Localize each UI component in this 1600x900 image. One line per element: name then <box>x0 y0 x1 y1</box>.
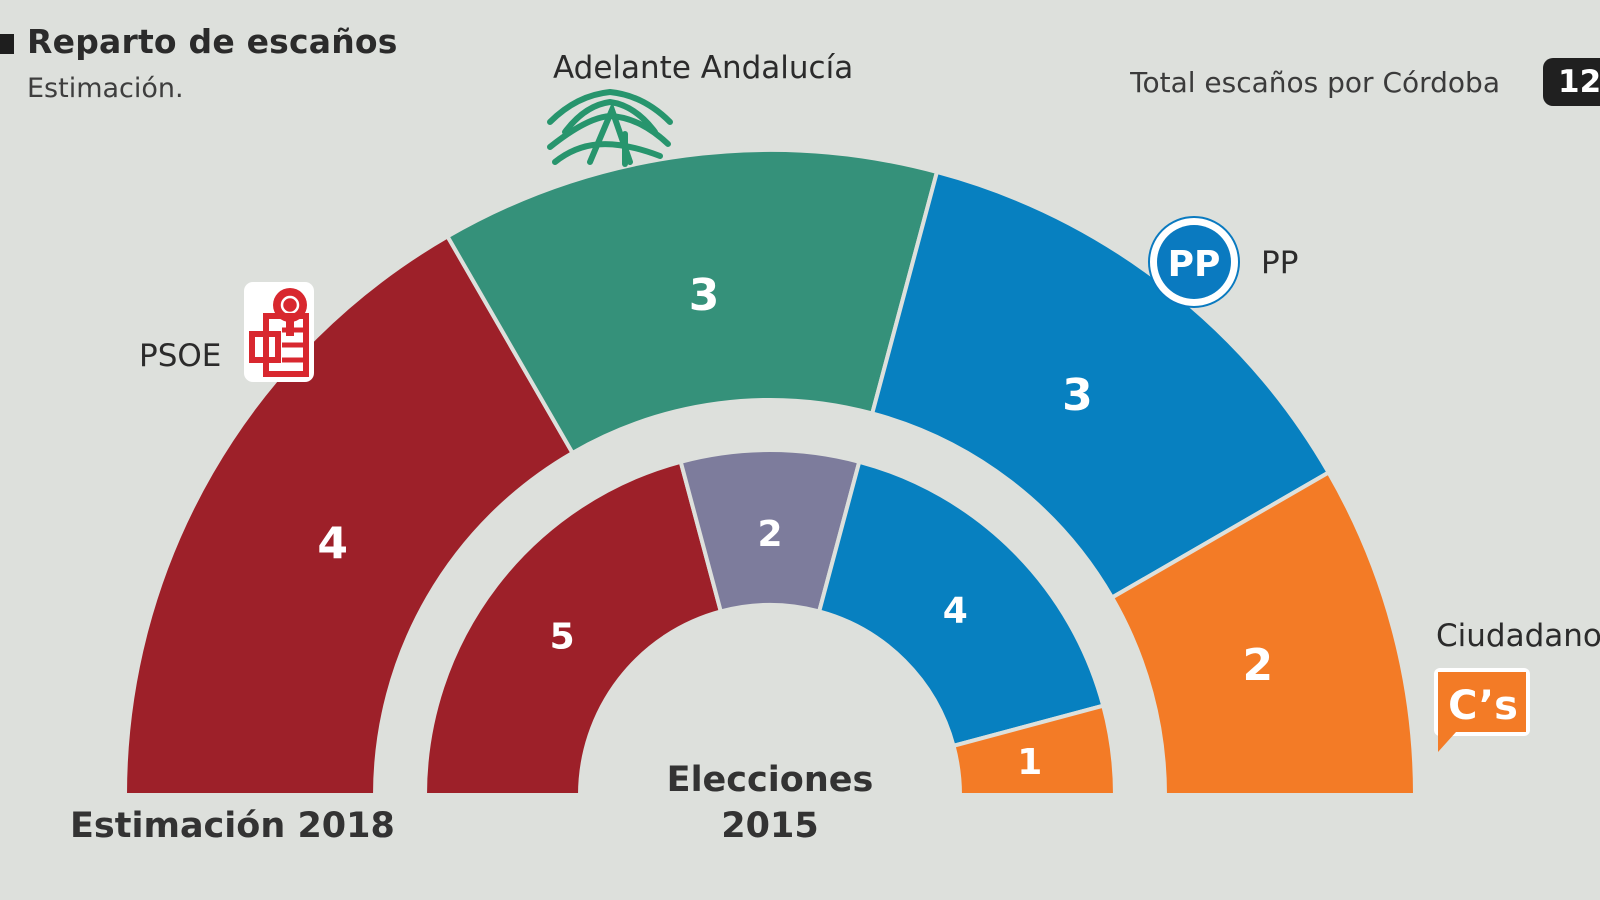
total-seats-badge: 12 <box>1543 58 1600 106</box>
inner-ring-label: Elecciones 2015 <box>640 758 900 849</box>
outer-slice-psoe <box>122 233 576 797</box>
adelante-andalucia-label: Adelante Andalucía <box>553 50 854 86</box>
outer-slice-adelante-andalucia <box>444 148 940 456</box>
inner-slice-pp <box>816 459 1106 749</box>
pp-logo-icon: PP <box>1148 216 1240 308</box>
svg-text:PP: PP <box>1168 244 1221 285</box>
inner-ring-label-line1: Elecciones <box>666 760 874 800</box>
svg-text:C’s: C’s <box>1448 683 1518 729</box>
total-seats-label: Total escaños por Córdoba <box>1130 66 1500 99</box>
ciudadanos-label: Ciudadanos <box>1436 618 1600 654</box>
inner-ring-elecciones-2015: 5 2 4 1 <box>422 448 1118 797</box>
inner-slice-psoe-value-label: 5 <box>550 617 575 658</box>
outer-ring-estimacion-2018: 4 3 3 2 <box>122 148 1418 797</box>
inner-ring-label-line2: 2015 <box>721 805 819 846</box>
pp-label: PP <box>1261 245 1299 281</box>
psoe-rose-logo-icon <box>244 282 314 382</box>
outer-ring-label: Estimación 2018 <box>70 806 395 846</box>
adelante-andalucia-logo-icon <box>547 88 673 167</box>
inner-slice-psoe <box>422 459 724 797</box>
ciudadanos-logo-icon: C’s <box>1434 668 1530 752</box>
inner-slice-otros-value-label: 2 <box>757 514 782 555</box>
title-marker <box>0 34 14 54</box>
outer-slice-psoe-value-label: 4 <box>317 518 348 569</box>
chart-subtitle: Estimación. <box>27 73 184 104</box>
inner-slice-pp-value-label: 4 <box>943 591 968 632</box>
chart-title: Reparto de escaños <box>27 22 398 61</box>
outer-slice-pp <box>869 169 1332 601</box>
inner-slice-ciudadanos <box>951 703 1118 797</box>
outer-slice-ciudadanos <box>1109 469 1418 797</box>
outer-slice-pp-value-label: 3 <box>1062 370 1093 421</box>
inner-slice-ciudadanos-value-label: 1 <box>1017 742 1042 783</box>
psoe-label: PSOE <box>139 338 222 374</box>
outer-slice-adelante-andalucia-value-label: 3 <box>689 270 720 321</box>
outer-slice-ciudadanos-value-label: 2 <box>1242 640 1273 691</box>
